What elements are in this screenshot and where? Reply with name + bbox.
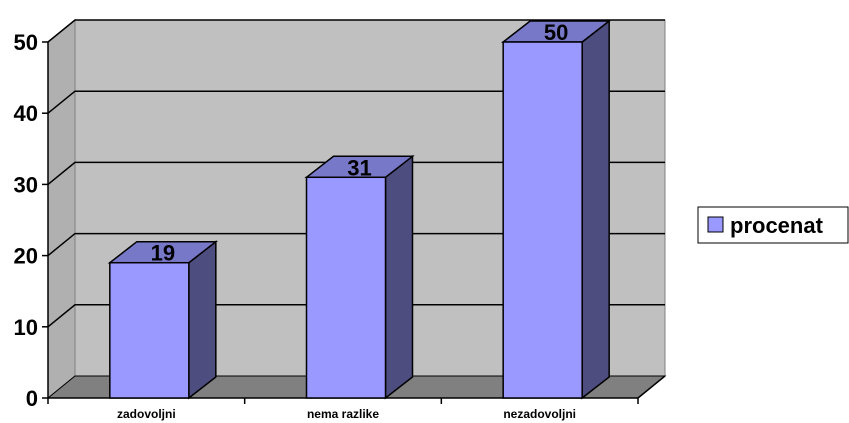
gridline: [47, 19, 665, 43]
data-label: 50: [544, 20, 568, 45]
x-tick-label: nezadovoljni: [503, 407, 576, 421]
bar: [107, 240, 219, 400]
legend-label: procenat: [730, 213, 824, 238]
y-tick-label: 10: [14, 315, 38, 340]
gridline: [47, 90, 665, 114]
y-tick-label: 50: [14, 30, 38, 55]
bar-side: [384, 154, 414, 400]
bar-side: [581, 19, 610, 400]
y-tick-label: 0: [26, 386, 38, 411]
legend: procenat: [697, 206, 849, 244]
gridline: [47, 232, 665, 257]
x-axis-depth: [637, 375, 666, 399]
y-tick-label: 20: [14, 244, 38, 269]
gridlines: [47, 19, 665, 328]
bars: [107, 19, 612, 400]
data-labels: 19 31 50: [151, 20, 569, 266]
data-label: 19: [151, 241, 175, 266]
bar: [500, 19, 612, 400]
data-label: 31: [347, 155, 371, 180]
bar: [304, 154, 415, 400]
y-axis: 0 10 20 30 40 50: [14, 30, 49, 411]
legend-swatch: [707, 216, 724, 233]
bar-side: [188, 240, 217, 400]
y-tick-label: 30: [14, 172, 38, 197]
side-wall: [47, 18, 76, 400]
gridline: [47, 161, 665, 185]
y-tick-label: 40: [14, 101, 38, 126]
bar-front: [305, 176, 387, 399]
x-tick-label: nema razlike: [307, 407, 379, 421]
x-tick-label: zadovoljni: [117, 407, 176, 421]
bar-front: [109, 261, 190, 399]
bar-front: [502, 41, 583, 399]
gridline: [47, 304, 665, 328]
